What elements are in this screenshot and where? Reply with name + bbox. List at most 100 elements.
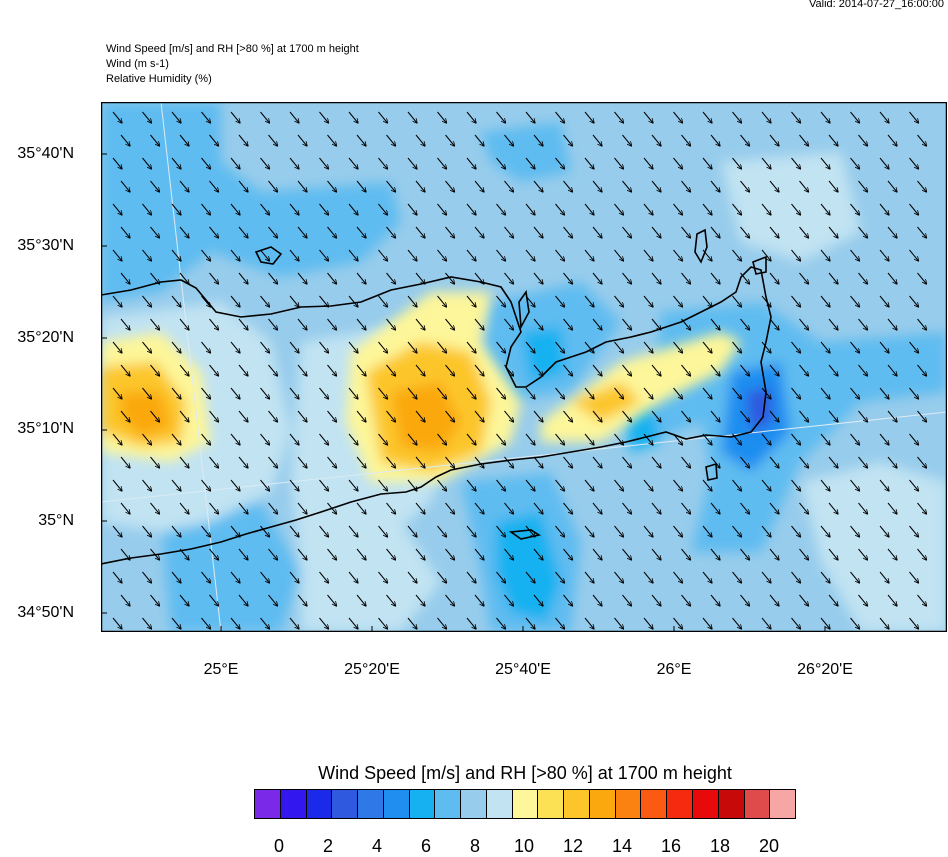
wind-arrow-icon (268, 364, 278, 376)
wind-arrow-icon (120, 456, 130, 468)
wind-arrow-icon (466, 479, 476, 491)
wind-arrow-icon (289, 433, 299, 445)
wind-arrow-icon (879, 617, 889, 629)
wind-arrow-icon (850, 249, 860, 261)
wind-arrow-icon (828, 272, 838, 284)
wind-arrow-icon (466, 295, 476, 307)
wind-arrow-icon (828, 502, 838, 514)
wind-arrow-icon (407, 525, 417, 537)
wind-arrow-icon (909, 433, 919, 445)
lat-label-5: 34°50'N (17, 604, 74, 621)
wind-arrow-icon (887, 318, 897, 330)
legend-swatch-1 (280, 790, 307, 818)
wind-arrow-icon (820, 571, 830, 583)
wind-arrow-icon (504, 502, 514, 514)
wind-arrow-icon (525, 387, 535, 399)
wind-arrow-icon (319, 387, 329, 399)
wind-arrow-icon (150, 272, 160, 284)
wind-arrow-icon (201, 571, 211, 583)
wind-arrow-icon (850, 571, 860, 583)
wind-arrow-icon (614, 157, 624, 169)
wind-arrow-icon (268, 594, 278, 606)
wind-arrow-icon (769, 364, 779, 376)
wind-arrow-icon (702, 203, 712, 215)
wind-arrow-icon (474, 410, 484, 422)
wind-arrow-icon (415, 318, 425, 330)
legend-tick-1: 2 (322, 836, 334, 856)
wind-arrow-icon (238, 548, 248, 560)
wind-arrow-icon (437, 617, 447, 629)
wind-arrow-icon (740, 548, 750, 560)
wind-arrow-icon (909, 617, 919, 629)
wind-arrow-icon (238, 318, 248, 330)
wind-arrow-icon (850, 203, 860, 215)
wind-arrow-icon (917, 226, 927, 238)
wind-arrow-icon (415, 364, 425, 376)
wind-arrow-icon (533, 548, 543, 560)
wind-arrow-icon (769, 180, 779, 192)
wind-arrow-icon (268, 410, 278, 422)
wind-arrow-icon (386, 456, 396, 468)
wind-arrow-icon (740, 134, 750, 146)
wind-arrow-icon (378, 525, 388, 537)
wind-arrow-icon (142, 571, 152, 583)
wind-arrow-icon (555, 525, 565, 537)
wind-arrow-icon (592, 548, 602, 560)
wind-arrow-icon (592, 226, 602, 238)
wind-arrow-icon (563, 410, 573, 422)
wind-arrow-icon (820, 387, 830, 399)
wind-arrow-icon (504, 318, 514, 330)
wind-arrow-icon (799, 226, 809, 238)
wind-arrow-icon (297, 456, 307, 468)
wind-arrow-icon (761, 203, 771, 215)
wind-arrow-icon (150, 548, 160, 560)
wind-arrow-icon (799, 364, 809, 376)
wind-arrow-icon (732, 295, 742, 307)
wind-arrow-icon (415, 134, 425, 146)
wind-arrow-icon (142, 157, 152, 169)
wind-arrow-icon (584, 341, 594, 353)
wind-arrow-icon (533, 272, 543, 284)
wind-arrow-icon (348, 525, 358, 537)
wind-arrow-icon (681, 226, 691, 238)
wind-arrow-icon (386, 318, 396, 330)
wind-arrow-icon (879, 387, 889, 399)
wind-arrow-icon (761, 295, 771, 307)
wind-arrow-icon (120, 272, 130, 284)
wind-arrow-icon (828, 226, 838, 238)
wind-arrow-icon (268, 318, 278, 330)
wind-arrow-icon (150, 318, 160, 330)
wind-arrow-icon (150, 410, 160, 422)
wind-arrow-icon (319, 433, 329, 445)
wind-arrow-icon (643, 203, 653, 215)
wind-arrow-icon (466, 341, 476, 353)
wind-arrow-icon (112, 295, 122, 307)
wind-arrow-icon (289, 157, 299, 169)
wind-arrow-icon (799, 134, 809, 146)
wind-arrow-icon (327, 364, 337, 376)
wind-arrow-icon (702, 111, 712, 123)
wind-arrow-icon (289, 387, 299, 399)
wind-arrow-icon (327, 318, 337, 330)
wind-arrow-icon (327, 410, 337, 422)
island-east (752, 255, 767, 275)
wind-arrow-icon (466, 433, 476, 445)
wind-arrow-icon (415, 410, 425, 422)
wind-arrow-icon (201, 203, 211, 215)
wind-arrow-icon (563, 364, 573, 376)
wind-arrow-icon (179, 134, 189, 146)
wind-arrow-icon (879, 433, 889, 445)
wind-arrow-icon (120, 548, 130, 560)
wind-arrow-icon (791, 479, 801, 491)
wind-arrow-icon (142, 111, 152, 123)
wind-arrow-icon (555, 479, 565, 491)
wind-arrow-icon (268, 134, 278, 146)
wind-arrow-icon (791, 571, 801, 583)
lon-label-3: 26°E (656, 661, 692, 678)
rh-darkorange-west (121, 392, 171, 437)
wind-arrow-icon (415, 502, 425, 514)
wind-arrow-icon (702, 387, 712, 399)
wind-arrow-icon (230, 157, 240, 169)
wind-arrow-icon (879, 341, 889, 353)
wind-arrow-icon (496, 617, 506, 629)
